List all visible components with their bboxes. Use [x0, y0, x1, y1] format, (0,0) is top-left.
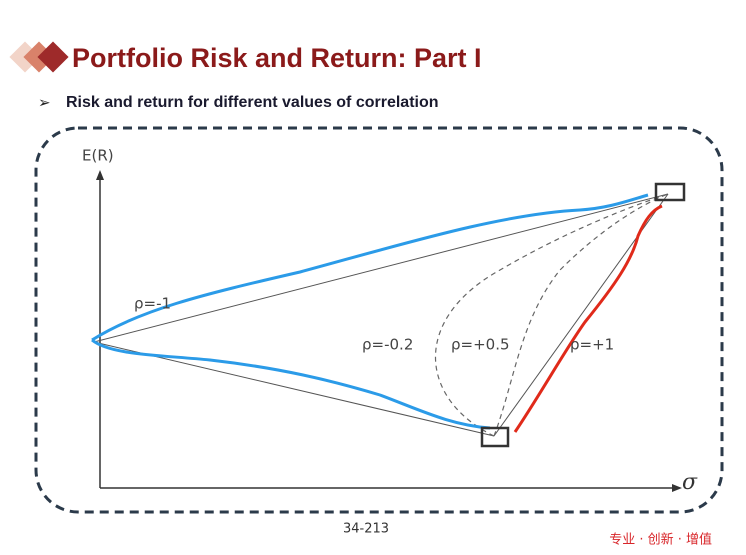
rho-plus-one-curve	[513, 204, 663, 433]
bullet: ➢	[38, 94, 51, 112]
title: Portfolio Risk and Return: Part I	[72, 43, 482, 73]
slogan: 专业 · 创新 · 增值	[609, 532, 712, 548]
page-number: 34-213	[343, 522, 389, 537]
rho-minus-one-curve	[91, 193, 649, 430]
y-arrow	[96, 170, 104, 180]
frame	[34, 126, 724, 514]
dashed-curves	[435, 193, 669, 437]
title-icon	[9, 41, 69, 73]
curve-label: ρ=-1	[134, 295, 171, 313]
curve-label: ρ=-0.2	[362, 336, 413, 354]
min-variance-box	[480, 426, 510, 448]
y-axis-label: E(R)	[82, 147, 114, 165]
x-axis-label: σ	[682, 470, 698, 495]
x-arrow	[672, 484, 682, 492]
asset-box	[654, 182, 686, 202]
axes	[99, 176, 676, 489]
curve-label: ρ=+1	[570, 336, 614, 354]
subtitle: Risk and return for different values of …	[66, 94, 439, 111]
curve-label: ρ=+0.5	[451, 336, 510, 354]
